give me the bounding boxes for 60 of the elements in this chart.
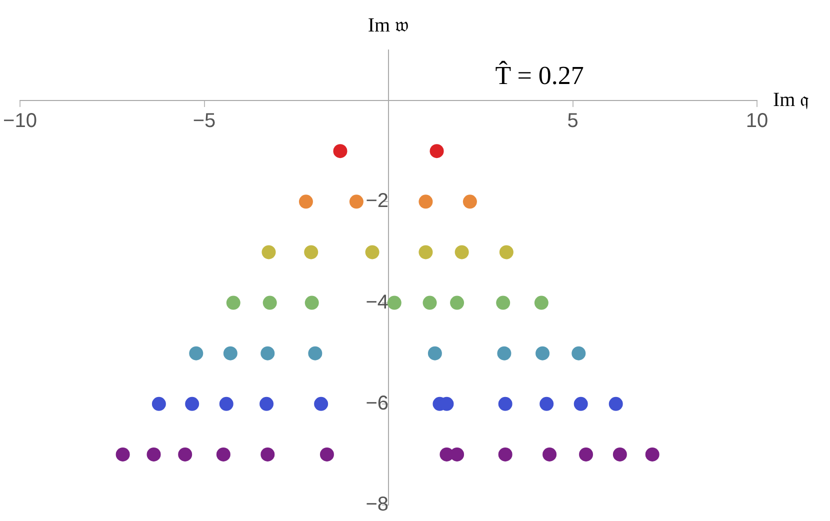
point xyxy=(185,396,200,411)
point xyxy=(540,396,554,411)
point xyxy=(498,396,512,411)
point xyxy=(579,447,594,462)
point xyxy=(536,346,550,360)
point xyxy=(116,447,130,462)
point xyxy=(645,447,660,462)
point xyxy=(152,396,166,411)
point xyxy=(499,245,514,260)
point xyxy=(333,144,348,158)
point xyxy=(418,194,433,209)
x-tick-label: 5 xyxy=(567,110,578,132)
x-axis-title: Im 𝔮 xyxy=(773,88,810,111)
point xyxy=(572,346,586,360)
point xyxy=(462,194,477,209)
x-tick-label: −5 xyxy=(192,110,216,132)
y-tick-label: −8 xyxy=(366,494,388,516)
y-tick-label: −6 xyxy=(366,392,388,414)
point xyxy=(387,296,402,310)
point xyxy=(612,447,627,462)
point xyxy=(574,396,588,411)
point xyxy=(260,447,275,462)
x-tick-label: 10 xyxy=(746,110,768,132)
point xyxy=(450,447,464,462)
point xyxy=(534,296,548,310)
point xyxy=(216,447,230,462)
point xyxy=(498,447,512,462)
point xyxy=(304,245,318,260)
point xyxy=(223,346,238,360)
point xyxy=(314,396,328,411)
point xyxy=(542,447,557,462)
point xyxy=(226,296,240,310)
point xyxy=(497,346,512,360)
point xyxy=(422,296,437,310)
point xyxy=(418,245,433,260)
point xyxy=(262,245,276,260)
point xyxy=(260,396,274,411)
point xyxy=(608,396,623,411)
point xyxy=(298,194,313,209)
y-axis-title: Im 𝔴 xyxy=(368,14,410,36)
point xyxy=(496,296,510,310)
point xyxy=(178,447,192,462)
y-tick-label: −2 xyxy=(366,190,388,212)
point xyxy=(365,245,380,260)
point xyxy=(308,346,322,360)
point xyxy=(260,346,275,360)
x-tick-label: −10 xyxy=(3,110,37,132)
point xyxy=(146,447,161,462)
point xyxy=(454,245,469,260)
point xyxy=(304,296,319,310)
point xyxy=(430,144,444,158)
point xyxy=(349,194,364,209)
point xyxy=(320,447,334,462)
y-tick-label: −4 xyxy=(366,291,388,314)
point xyxy=(219,396,234,411)
point xyxy=(262,296,277,310)
point xyxy=(428,346,442,360)
annotation: T̂ = 0.27 xyxy=(495,60,584,90)
point xyxy=(450,296,464,310)
point xyxy=(189,346,204,360)
